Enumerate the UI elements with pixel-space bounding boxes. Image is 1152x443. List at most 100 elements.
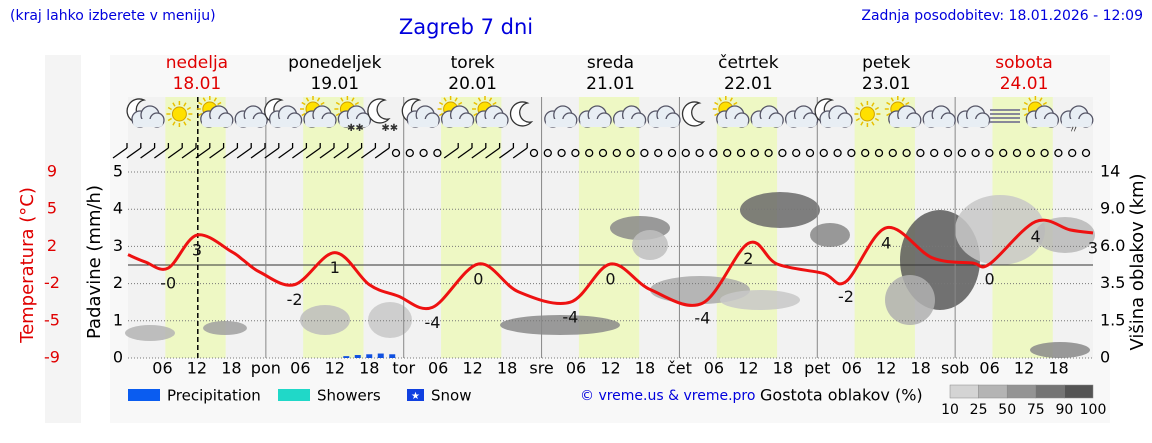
- temperature-label: 1: [330, 258, 340, 277]
- x-tick-label: 06: [152, 359, 172, 378]
- icon-ray: [301, 101, 306, 106]
- temperature-label: 0: [985, 269, 995, 288]
- x-tick-label: sre: [529, 359, 553, 378]
- temperature-label: -4: [424, 313, 440, 332]
- wind-calm: [709, 148, 718, 158]
- wind-calm: [985, 148, 994, 158]
- cloud-blob: [203, 321, 247, 335]
- wind-calm: [723, 148, 732, 158]
- weather-icon: [196, 96, 234, 128]
- x-tick-label: 12: [876, 359, 896, 378]
- temperature-label: 4: [1030, 227, 1040, 246]
- day-name: sreda: [587, 53, 634, 73]
- x-tick-label: 18: [773, 359, 793, 378]
- wind-calm: [529, 148, 539, 158]
- icon-cloud-base: [924, 119, 955, 127]
- wind-calm: [391, 148, 401, 158]
- wind-barb: [278, 147, 293, 159]
- icon-ray: [871, 121, 875, 126]
- icon-ray: [458, 101, 463, 106]
- weather-icon: [612, 105, 647, 128]
- icon-ray: [1023, 112, 1028, 117]
- precip-bar: [389, 354, 396, 358]
- day-date: 23.01: [862, 74, 911, 94]
- precip-tick-label: 1: [113, 310, 123, 329]
- x-tick-label: 18: [497, 359, 517, 378]
- weather-icon: [814, 98, 853, 128]
- weather-icon: 〃: [1060, 105, 1094, 136]
- wind-barb: [250, 147, 266, 159]
- x-tick-label: pet: [804, 359, 830, 378]
- wind-barb: [374, 147, 390, 159]
- icon-ray: [213, 97, 217, 102]
- icon-ray: [340, 97, 344, 102]
- icon-ray: [186, 106, 192, 111]
- x-tick-label: 12: [1014, 359, 1034, 378]
- cloud-blob: [885, 275, 935, 325]
- icon-cloud-base: [786, 119, 817, 127]
- wind-calm: [1012, 148, 1022, 158]
- wind-calm: [833, 148, 842, 158]
- precip-tick-label: 5: [113, 162, 123, 181]
- icon-ray: [354, 101, 360, 106]
- icon-ray: [886, 112, 891, 117]
- precip-bar: [354, 355, 361, 358]
- icon-cloud-base: [1027, 119, 1058, 127]
- legend-swatch: [407, 389, 424, 401]
- cloud-blob: [500, 315, 620, 335]
- icon-cloud-base: [1061, 119, 1092, 127]
- legend-label: Snow: [431, 387, 471, 405]
- icon-ray: [351, 97, 355, 102]
- icon-ray: [454, 97, 458, 102]
- density-swatch: [949, 384, 979, 399]
- cloud-blob: [810, 223, 850, 247]
- legend-label: Precipitation: [167, 387, 261, 405]
- day-name: četrtek: [718, 53, 779, 73]
- copyright: © vreme.us & vreme.pro: [580, 388, 755, 404]
- icon-moon: [367, 98, 391, 124]
- icon-ray: [316, 97, 321, 102]
- wind-calm: [1068, 148, 1077, 158]
- weather-icon: [578, 105, 612, 128]
- icon-sun: [859, 106, 875, 122]
- x-tick-label: 18: [635, 359, 655, 378]
- wind-calm: [626, 148, 635, 158]
- temperature-line: [127, 218, 1094, 311]
- weather-icon: [472, 96, 509, 128]
- temperature-label: -2: [287, 290, 303, 309]
- icon-ray: [320, 101, 325, 106]
- x-tick-label: 06: [704, 359, 724, 378]
- wind-barb: [512, 147, 528, 159]
- temperature-label: -0: [160, 274, 176, 293]
- cloud-blob: [300, 305, 350, 335]
- icon-cloud-base: [442, 119, 473, 127]
- icon-ray: [714, 112, 719, 117]
- cloud-tick-label: 3.5: [1100, 273, 1125, 292]
- icon-ray: [729, 97, 733, 102]
- cloud-blob: [720, 290, 800, 310]
- day-date: 18.01: [173, 74, 222, 94]
- cloud-blob: [1030, 342, 1090, 358]
- day-name: nedelja: [166, 53, 228, 73]
- precip-tick-label: 2: [113, 273, 123, 292]
- icon-cloud-base: [408, 119, 439, 127]
- icon-ray: [301, 112, 306, 117]
- x-tick-label: 12: [738, 359, 758, 378]
- wind-barb: [485, 147, 500, 159]
- x-tick-label: tor: [392, 359, 415, 378]
- precip-tick-label: 3: [113, 236, 123, 255]
- icon-snow: ✱✱: [347, 123, 364, 134]
- weather-icon: [681, 101, 706, 127]
- wind-calm: [874, 148, 884, 158]
- x-tick-label: 18: [221, 359, 241, 378]
- weather-icon: [1022, 96, 1060, 128]
- wind-calm: [778, 148, 787, 158]
- icon-ray: [183, 102, 187, 107]
- weather-icon: ✱✱: [367, 98, 398, 134]
- icon-ray: [1023, 101, 1028, 106]
- wind-calm: [764, 148, 773, 158]
- day-name: ponedeljek: [288, 53, 382, 73]
- wind-calm: [612, 148, 621, 158]
- icon-ray: [855, 117, 860, 122]
